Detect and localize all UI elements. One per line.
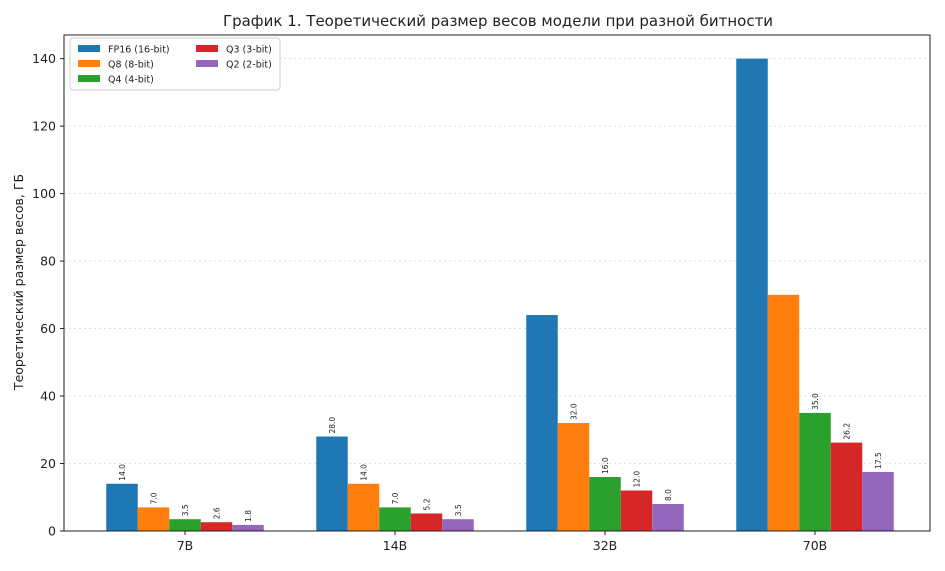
bar: [526, 315, 558, 531]
y-tick-label: 120: [32, 119, 56, 134]
x-tick-label: 32B: [593, 538, 617, 553]
bar: [442, 519, 474, 531]
legend-swatch: [196, 60, 218, 67]
bar: [736, 58, 768, 531]
legend-label: FP16 (16-bit): [108, 45, 170, 56]
bar: [379, 507, 411, 531]
legend-swatch: [196, 45, 218, 52]
bar-value-label: 8.0: [664, 489, 673, 501]
y-tick-label: 140: [32, 51, 56, 66]
bar: [652, 504, 684, 531]
y-tick-label: 80: [40, 254, 56, 269]
bar: [862, 471, 894, 531]
bar: [316, 436, 348, 531]
axes-layer: 0 20 40 60 80 100 120 140 7B 14B 32B 70B: [32, 34, 931, 553]
bar: [589, 477, 621, 531]
bar-value-label: 3.5: [454, 504, 463, 516]
x-tick-label: 7B: [177, 538, 194, 553]
bar-value-label: 5.2: [423, 498, 432, 510]
y-axis-label: Теоретический размер весов, ГБ: [11, 174, 26, 391]
bar: [137, 507, 170, 531]
bar: [410, 513, 443, 531]
legend-label: Q4 (4-bit): [108, 75, 154, 86]
bar-value-label: 12.0: [633, 471, 642, 488]
plot-frame: [63, 34, 931, 532]
y-tick-label: 60: [40, 321, 56, 336]
y-tick-label: 100: [32, 186, 56, 201]
legend-swatch: [78, 60, 100, 67]
bar: [169, 519, 201, 531]
grid-layer: [64, 58, 930, 464]
bar-value-label: 1.8: [244, 510, 253, 522]
bar-value-label: 35.0: [811, 393, 820, 410]
bar-value-label: 32.0: [570, 403, 579, 420]
legend-swatch: [78, 75, 100, 82]
bar-value-label: 2.6: [213, 507, 222, 519]
bar-value-label: 7.0: [391, 492, 400, 504]
y-tick-label: 20: [40, 456, 56, 471]
bar-labels-layer: 14.0 28.0 7.0 14.0 32.0 3.5 7.0 16.0 35.0 2.6 5.2 1…: [118, 393, 883, 522]
bar-value-label: 3.5: [181, 504, 190, 516]
bar-value-label: 14.0: [118, 464, 127, 481]
chart-title: График 1. Теоретический размер весов мод…: [223, 12, 773, 30]
y-tick-label: 40: [40, 389, 56, 404]
bar: [799, 412, 831, 531]
bar: [200, 522, 233, 531]
legend-swatch: [78, 45, 100, 52]
x-tick-label: 70B: [803, 538, 827, 553]
bar-value-label: 17.5: [874, 452, 883, 469]
bar: [232, 524, 264, 531]
bar: [347, 483, 380, 531]
bar: [557, 423, 590, 531]
x-tick-label: 14B: [383, 538, 407, 553]
legend-label: Q2 (2-bit): [226, 60, 272, 71]
y-tick-label: 0: [48, 524, 56, 539]
legend-label: Q8 (8-bit): [108, 60, 154, 71]
legend: FP16 (16-bit) Q8 (8-bit) Q4 (4-bit) Q3 (3-b…: [69, 37, 281, 91]
bar-value-label: 7.0: [150, 492, 159, 504]
bar: [620, 490, 653, 531]
bar-value-label: 28.0: [328, 417, 337, 434]
bars-layer: [106, 58, 894, 531]
bar: [830, 442, 863, 531]
bar-value-label: 26.2: [843, 423, 852, 440]
bar-value-label: 16.0: [601, 457, 610, 474]
bar-value-label: 14.0: [360, 464, 369, 481]
bar: [767, 294, 800, 531]
legend-box: [69, 37, 281, 91]
legend-label: Q3 (3-bit): [226, 45, 272, 56]
bar: [106, 483, 138, 531]
